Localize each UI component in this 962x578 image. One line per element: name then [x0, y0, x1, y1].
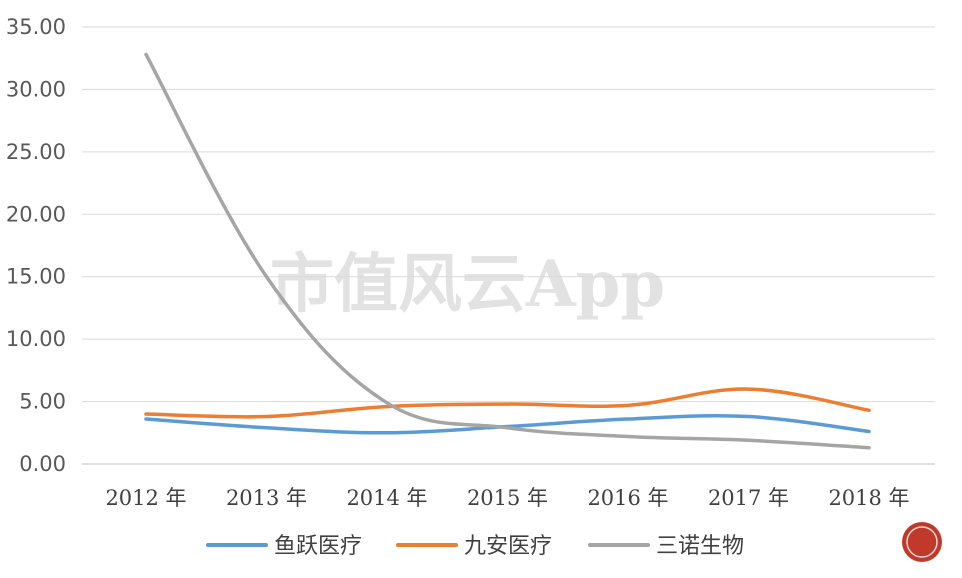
x-tick-label: 2012 年 — [105, 486, 186, 510]
brand-seal — [902, 522, 942, 562]
y-tick-label: 20.00 — [6, 202, 66, 226]
x-tick-label: 2017 年 — [708, 486, 789, 510]
gridlines — [82, 26, 935, 465]
y-tick-label: 30.00 — [6, 77, 66, 101]
legend-label: 九安医疗 — [464, 534, 552, 559]
legend: 鱼跃医疗 九安医疗 三诺生物 — [206, 534, 744, 559]
y-axis-ticks: 0.00 5.00 10.00 15.00 20.00 25.00 30.00 35.00 — [6, 15, 66, 476]
series-line — [144, 52, 871, 450]
x-tick-label: 2013 年 — [226, 486, 307, 510]
watermark: 市值风云App — [270, 247, 665, 322]
y-tick-label: 15.00 — [6, 265, 66, 289]
x-axis-ticks: 2012 年 2013 年 2014 年 2015 年 2016 年 2017 年 2018… — [105, 486, 909, 510]
x-tick-label: 2016 年 — [587, 486, 668, 510]
y-tick-label: 10.00 — [6, 327, 66, 351]
x-tick-label: 2014 年 — [346, 486, 427, 510]
y-tick-label: 25.00 — [6, 140, 66, 164]
y-tick-label: 5.00 — [19, 390, 66, 414]
x-tick-label: 2015 年 — [467, 486, 548, 510]
legend-label: 鱼跃医疗 — [274, 534, 362, 559]
x-tick-label: 2018 年 — [828, 486, 909, 510]
y-tick-label: 35.00 — [6, 15, 66, 39]
y-tick-label: 0.00 — [19, 452, 66, 476]
series-lines — [144, 52, 871, 450]
series-line — [144, 387, 871, 419]
legend-label: 三诺生物 — [656, 534, 744, 559]
